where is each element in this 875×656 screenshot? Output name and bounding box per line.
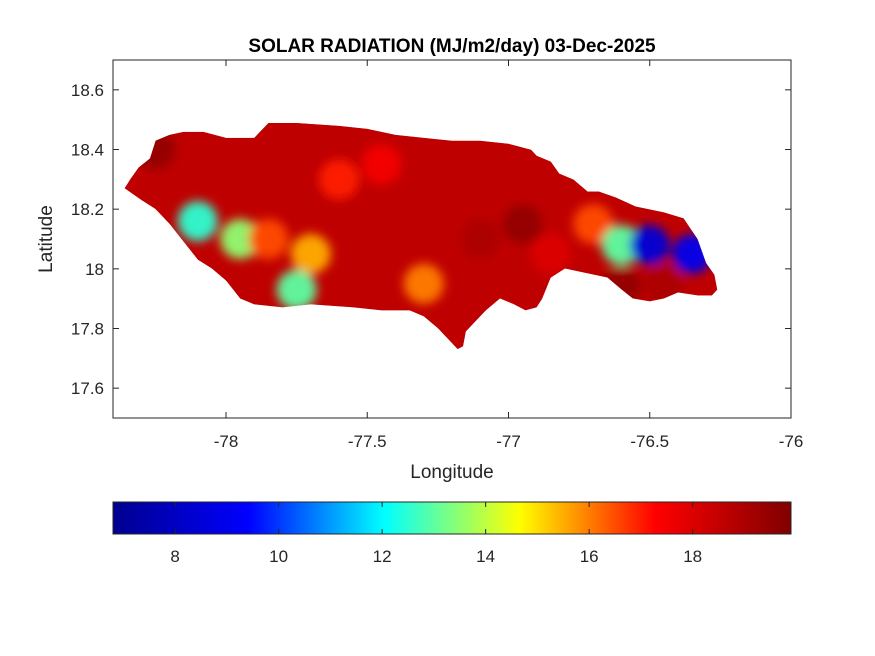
colorbar-tick-label: 16: [580, 547, 599, 566]
field-sample: [290, 233, 331, 274]
field-sample: [403, 263, 444, 304]
heatmap-layer: [124, 122, 718, 350]
x-tick-label: -76.5: [630, 432, 669, 451]
colorbar-tick-label: 12: [373, 547, 392, 566]
field-sample: [460, 219, 501, 259]
x-tick-label: -77: [496, 432, 521, 451]
field-sample: [276, 269, 317, 310]
y-axis-ticks: 17.6 17.8 18 18.2 18.4 18.6: [71, 81, 791, 398]
colorbar-tick-label: 18: [683, 547, 702, 566]
colorbar: [112, 501, 792, 535]
field-sample: [248, 219, 289, 259]
field-sample: [601, 224, 642, 265]
x-tick-label: -77.5: [348, 432, 387, 451]
field-sample: [177, 201, 218, 242]
value-field: [135, 129, 713, 310]
colorbar-tick-label: 8: [170, 547, 179, 566]
colorbar-ticks: 8 10 12 14 16 18: [170, 502, 702, 566]
x-axis-ticks: -78 -77.5 -77 -76.5 -76: [214, 60, 804, 451]
y-tick-label: 18.6: [71, 81, 104, 100]
field-sample: [573, 204, 614, 245]
field-sample: [361, 144, 402, 185]
colorbar-tick-label: 10: [269, 547, 288, 566]
y-tick-label: 18: [85, 260, 104, 279]
island-outline: [123, 122, 718, 350]
field-sample: [220, 219, 261, 259]
field-sample: [629, 224, 670, 265]
y-tick-label: 18.4: [71, 141, 104, 160]
field-sample: [191, 135, 232, 176]
y-axis-label: Latitude: [36, 205, 57, 273]
field-sample: [530, 233, 571, 274]
y-tick-label: 17.8: [71, 320, 104, 339]
chart-title: SOLAR RADIATION (MJ/m2/day) 03-Dec-2025: [248, 36, 656, 57]
field-sample: [319, 159, 359, 200]
x-tick-label: -76: [779, 432, 804, 451]
land-base: [124, 122, 718, 350]
y-tick-label: 18.2: [71, 200, 104, 219]
field-sample: [643, 263, 684, 304]
x-tick-label: -78: [214, 432, 239, 451]
x-axis-label: Longitude: [410, 462, 493, 483]
field-sample: [502, 204, 543, 245]
y-tick-label: 17.6: [71, 379, 104, 398]
colorbar-tick-label: 14: [476, 547, 495, 566]
